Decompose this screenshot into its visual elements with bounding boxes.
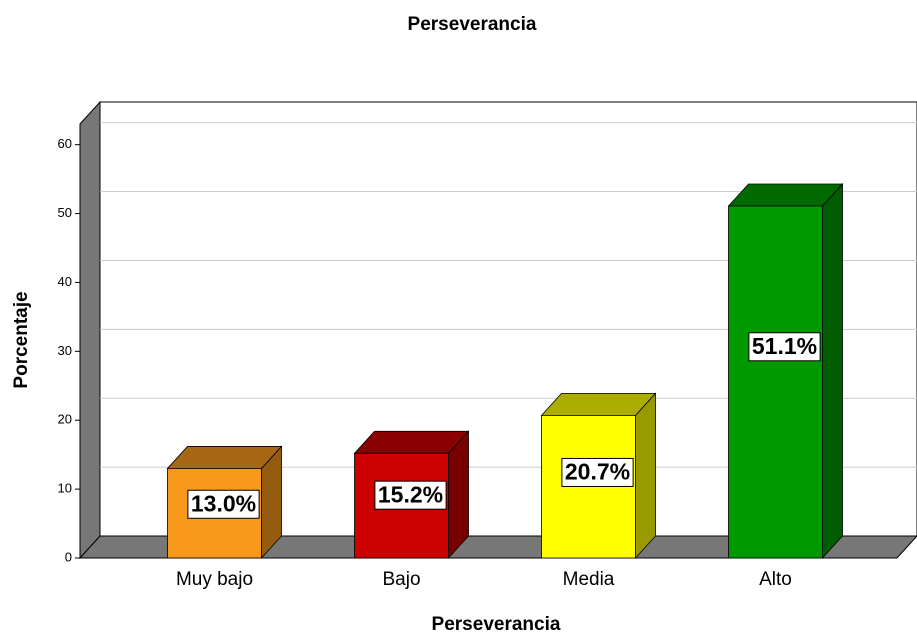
y-tick-label: 50 xyxy=(58,205,72,220)
y-tick-label: 30 xyxy=(58,343,72,358)
value-label: 15.2% xyxy=(378,481,443,507)
value-label: 13.0% xyxy=(191,490,256,516)
y-tick-label: 60 xyxy=(58,136,72,151)
value-label-box xyxy=(374,480,447,510)
x-axis-label: Perseverancia xyxy=(432,614,561,633)
y-tick-label: 0 xyxy=(65,549,72,564)
x-tick-label: Media xyxy=(563,569,615,590)
y-tick-label: 40 xyxy=(58,274,72,289)
bar-side xyxy=(822,182,843,560)
left-wall xyxy=(79,100,101,560)
y-tick-label: 20 xyxy=(58,412,72,427)
y-tick-label: 10 xyxy=(58,481,72,496)
bar xyxy=(728,205,823,559)
bar-top xyxy=(166,446,283,469)
bar-top xyxy=(353,430,470,454)
bar-top xyxy=(540,392,657,416)
value-label-box xyxy=(561,457,634,487)
chart-title: Perseverancia xyxy=(408,14,537,35)
bar-top xyxy=(727,183,844,207)
value-label-box xyxy=(748,332,821,362)
value-label: 20.7% xyxy=(565,459,630,485)
value-label: 51.1% xyxy=(752,333,817,359)
bar-side xyxy=(635,392,656,560)
value-label-box xyxy=(187,489,260,519)
x-tick-label: Muy bajo xyxy=(176,569,253,590)
y-axis-label: Porcentaje xyxy=(11,291,32,388)
x-tick-label: Alto xyxy=(759,569,792,590)
x-tick-label: Bajo xyxy=(382,569,420,590)
